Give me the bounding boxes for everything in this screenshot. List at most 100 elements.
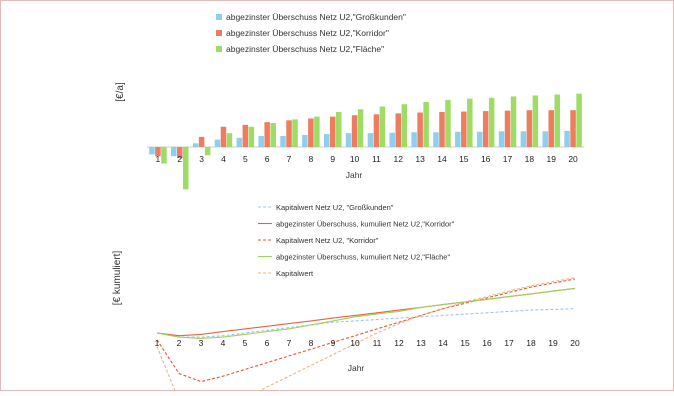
x-tick-label: 16 <box>481 154 491 164</box>
x-tick-label: 19 <box>546 154 556 164</box>
x-tick-label: 13 <box>415 154 425 164</box>
bar <box>177 147 183 159</box>
legend-swatch <box>216 30 222 36</box>
x-tick-label: 3 <box>199 338 204 348</box>
bar <box>455 131 461 147</box>
bar <box>461 111 467 147</box>
series-line <box>156 287 576 339</box>
y-axis-label: [€/a] <box>115 82 126 102</box>
bar <box>323 134 330 147</box>
bar <box>302 135 308 147</box>
bar <box>467 98 473 147</box>
bar <box>286 120 292 147</box>
x-tick-label: 15 <box>459 154 469 164</box>
x-tick-label: 2 <box>177 338 182 348</box>
bar <box>183 147 189 190</box>
bar <box>226 133 233 147</box>
series-line <box>156 277 576 396</box>
bar <box>335 112 342 147</box>
x-tick-label: 6 <box>265 338 270 348</box>
bar <box>498 131 505 147</box>
x-tick-label: 4 <box>221 154 226 164</box>
legend-swatch <box>216 46 222 52</box>
x-tick-label: 9 <box>330 154 335 164</box>
bar <box>532 95 539 147</box>
bar <box>204 147 211 156</box>
bar <box>564 130 570 147</box>
bar <box>526 110 533 147</box>
x-tick-label: 13 <box>416 338 426 348</box>
bar <box>395 113 402 147</box>
bar <box>214 139 221 147</box>
x-tick-label: 1 <box>156 154 161 164</box>
legend-label: Kapitalwert <box>276 269 314 278</box>
bar <box>171 147 177 157</box>
legend-label: abgezinster Überschuss Netz U2,"Großkund… <box>226 12 406 22</box>
series-line <box>156 308 576 338</box>
legend-swatch <box>216 14 222 20</box>
bar <box>570 110 576 147</box>
x-tick-label: 8 <box>309 154 314 164</box>
series-line <box>156 278 576 383</box>
bar <box>292 119 298 147</box>
bar <box>476 131 483 147</box>
bar <box>401 104 408 147</box>
bar <box>445 100 451 147</box>
bar <box>258 135 264 147</box>
x-tick-label: 7 <box>287 338 292 348</box>
bar <box>554 94 560 147</box>
bar <box>220 126 227 147</box>
bar <box>351 115 358 147</box>
legend-label: Kapitalwert Netz U2, "Großkunden" <box>276 203 394 212</box>
x-tick-label: 10 <box>350 154 360 164</box>
x-tick-label: 12 <box>394 338 404 348</box>
legend-label: abgezinster Überschuss Netz U2,"Korridor… <box>226 28 389 38</box>
y-axis-label: [€ kumuliert] <box>112 251 123 306</box>
bar <box>423 101 429 147</box>
bar <box>576 93 582 147</box>
line-chart: Kapitalwert Netz U2, "Großkunden" abgezin… <box>112 203 580 396</box>
bar <box>411 132 417 147</box>
x-axis-label: Jahr <box>346 170 363 180</box>
bar <box>308 118 314 147</box>
bar <box>389 132 396 147</box>
bar <box>510 96 517 147</box>
bar <box>542 131 548 147</box>
x-tick-label: 5 <box>243 338 248 348</box>
x-tick-label: 18 <box>525 154 535 164</box>
bar <box>264 122 270 147</box>
x-tick-label: 17 <box>503 154 513 164</box>
x-tick-label: 20 <box>568 154 578 164</box>
bar <box>198 136 205 147</box>
bar <box>379 106 386 147</box>
x-tick-label: 5 <box>243 154 248 164</box>
legend-label: abgezinster Überschuss Netz U2,"Fläche" <box>226 44 384 54</box>
bar <box>433 132 439 147</box>
x-tick-label: 3 <box>199 154 204 164</box>
x-tick-label: 18 <box>526 338 536 348</box>
bar <box>373 114 380 147</box>
x-tick-label: 14 <box>438 338 448 348</box>
x-tick-label: 2 <box>177 154 182 164</box>
legend-label: abgezinster Überschuss, kumuliert Netz U… <box>276 220 455 229</box>
legend-label: Kapitalwert Netz U2, "Korridor" <box>276 236 379 245</box>
x-tick-label: 17 <box>504 338 514 348</box>
bar <box>367 133 374 147</box>
bar <box>236 137 243 147</box>
x-axis-label: Jahr <box>348 363 365 373</box>
bar <box>417 112 423 147</box>
bar-chart: abgezinster Überschuss Netz U2,"Großkund… <box>115 12 584 190</box>
x-tick-label: 8 <box>309 338 314 348</box>
bar <box>192 143 199 147</box>
bar <box>504 110 511 147</box>
bar <box>149 147 155 155</box>
bar <box>314 116 320 147</box>
x-tick-label: 9 <box>331 338 336 348</box>
x-tick-label: 4 <box>221 338 226 348</box>
bar <box>482 111 489 147</box>
bar <box>357 109 364 147</box>
bar <box>280 135 286 147</box>
legend-label: abgezinster Überschuss, kumuliert Netz U… <box>276 253 450 262</box>
x-tick-label: 15 <box>460 338 470 348</box>
